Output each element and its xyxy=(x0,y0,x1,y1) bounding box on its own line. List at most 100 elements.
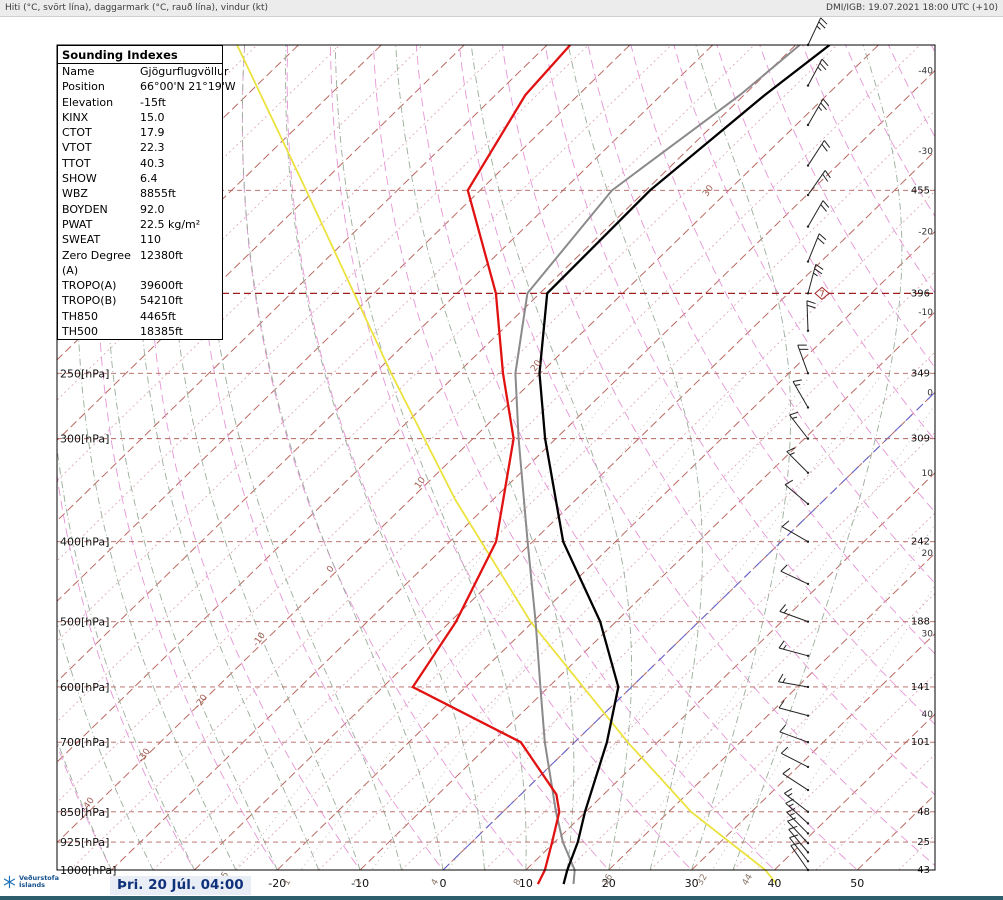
pressure-axis-label: 850[hPa] xyxy=(60,806,109,819)
index-row: PWAT 22.5 kg/m² xyxy=(58,217,222,232)
mixing-ratio-label: 4 xyxy=(430,877,442,887)
moist-adiabat-line xyxy=(57,45,195,870)
logo-text: Veðurstofa Íslands xyxy=(19,875,59,889)
mixing-ratio-label: 1 xyxy=(282,878,294,888)
wind-barb xyxy=(806,263,824,295)
mixing-ratio-line xyxy=(300,377,683,870)
isotherm-line xyxy=(276,230,935,870)
moist-adiabat-line xyxy=(241,45,444,870)
wind-barb xyxy=(780,564,810,586)
index-row: TH500 18385ft xyxy=(58,324,222,339)
isotherm-line xyxy=(57,45,838,803)
adiabat-label: -10 xyxy=(251,631,268,649)
moist-adiabat-line xyxy=(57,620,154,870)
temp-axis-label: 50 xyxy=(850,877,864,890)
wind-barb xyxy=(786,447,810,474)
index-value: 22.3 xyxy=(140,141,165,155)
isotherm-line xyxy=(57,45,631,602)
mixing-ratio-line xyxy=(756,584,935,870)
index-label: TH850 xyxy=(62,309,98,323)
dry-adiabat-line xyxy=(930,45,935,54)
index-label: TROPO(A) xyxy=(62,279,117,293)
index-value: Gjögurflugvöllur xyxy=(140,65,229,78)
zero-isotherm-line xyxy=(442,391,935,870)
dry-adiabat-line xyxy=(544,45,935,725)
tropopause-marker: 7 xyxy=(814,286,830,301)
index-label: Elevation xyxy=(62,95,114,109)
mixing-ratio-label: 44 xyxy=(741,872,756,887)
wind-barb xyxy=(806,233,827,263)
isotherm-line xyxy=(57,45,755,723)
wind-barb xyxy=(806,200,830,228)
isotherm-line xyxy=(57,45,465,441)
pressure-axis-label: 300[hPa] xyxy=(60,433,109,446)
dry-adiabat-line xyxy=(195,45,444,870)
isotherm-line xyxy=(57,45,796,763)
temperature-curve xyxy=(538,45,831,885)
pressure-axis-label: 500[hPa] xyxy=(60,616,109,629)
wind-barb xyxy=(806,17,828,47)
header-bar: Hiti (°C, svört lína), daggarmark (°C, r… xyxy=(0,0,1003,17)
index-row: TROPO(B) 54210ft xyxy=(58,293,222,308)
isotherm-line xyxy=(691,632,935,870)
sounding-indexes-panel: Sounding Indexes Name Gjögurflugvöllur Pos… xyxy=(57,45,236,341)
isotherm-line xyxy=(940,45,1003,870)
wind-barbs-column xyxy=(778,17,831,872)
yellow-adiabat-curve xyxy=(236,45,778,885)
isotherm-line xyxy=(57,45,548,522)
dry-adiabat-line xyxy=(630,45,935,584)
pressure-axis-label: 400[hPa] xyxy=(60,536,109,549)
index-row: SHOW 6.4 xyxy=(58,171,222,186)
isotherm-line xyxy=(525,472,935,870)
height-label: 101 xyxy=(911,737,930,748)
right-temp-label: 10 xyxy=(922,469,934,479)
dry-adiabat-line xyxy=(888,45,935,138)
wind-barb xyxy=(784,479,810,506)
mixing-ratio-line xyxy=(447,377,810,870)
pressure-axis-label: 700[hPa] xyxy=(60,736,109,749)
dry-adiabat-line xyxy=(587,45,935,655)
isotherm-line xyxy=(57,45,672,642)
moist-adiabat-line xyxy=(285,45,485,870)
isotherm-line xyxy=(815,753,935,870)
wind-barb xyxy=(779,604,810,623)
moist-adiabat-line xyxy=(334,45,527,870)
mixing-ratio-label: 32 xyxy=(695,873,709,888)
dry-adiabat-line xyxy=(845,45,935,218)
height-label: 48 xyxy=(917,807,930,818)
height-label: 309 xyxy=(911,434,930,445)
dry-adiabat-line xyxy=(286,45,610,870)
pressure-axis-label: 925[hPa] xyxy=(60,836,109,849)
right-temp-label: 0 xyxy=(927,388,933,398)
index-row: Zero Degree (A) 12380ft xyxy=(58,248,222,279)
dry-adiabat-line xyxy=(415,45,859,870)
dry-adiabat-line xyxy=(759,45,935,369)
right-temp-label: -10 xyxy=(918,308,933,318)
moist-adiabat-line xyxy=(395,45,575,870)
temp-axis-label: 30 xyxy=(685,877,699,890)
isotherm-line xyxy=(69,45,921,870)
wind-barb xyxy=(778,640,810,657)
wind-barb xyxy=(781,520,810,543)
snowflake-icon xyxy=(3,875,16,889)
index-value: 15.0 xyxy=(140,110,165,124)
adiabat-label: 30 xyxy=(701,183,716,198)
index-label: SHOW xyxy=(62,172,97,186)
wind-barb xyxy=(806,58,829,87)
index-label: WBZ xyxy=(62,187,88,201)
wind-barb xyxy=(806,98,830,127)
wind-barb xyxy=(789,411,810,440)
index-value: 39600ft xyxy=(140,279,183,293)
index-label: TTOT xyxy=(62,156,91,170)
temp-axis-label: -10 xyxy=(351,877,369,890)
dry-adiabat-line xyxy=(147,45,361,870)
index-row: SWEAT 110 xyxy=(58,232,222,247)
height-label: 349 xyxy=(911,368,930,379)
index-value: 18385ft xyxy=(140,325,183,339)
index-row: TH850 4465ft xyxy=(58,309,222,324)
index-value: 110 xyxy=(140,233,161,247)
wind-barb xyxy=(784,788,810,813)
mixing-ratio-line xyxy=(234,377,625,870)
index-row: Position 66°00'N 21°19'W xyxy=(58,79,236,94)
